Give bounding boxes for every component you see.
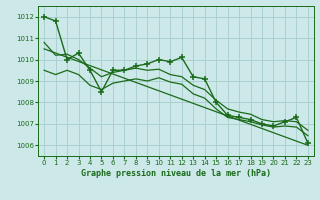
X-axis label: Graphe pression niveau de la mer (hPa): Graphe pression niveau de la mer (hPa) — [81, 169, 271, 178]
